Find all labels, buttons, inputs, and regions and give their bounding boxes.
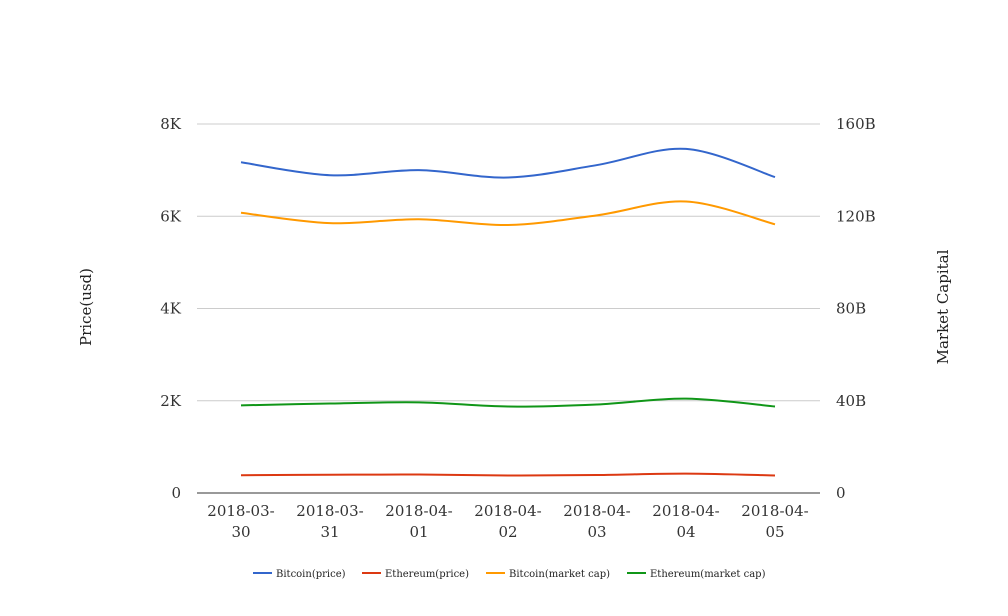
data-point-bitcoin-price: [240, 161, 242, 163]
x-tick-label-line: 2018-03-: [296, 502, 363, 520]
x-tick-label-line: 02: [498, 523, 517, 541]
y-left-tick-label: 4K: [160, 300, 182, 318]
data-point-bitcoin-price: [329, 174, 331, 176]
x-tick-label: 2018-04- 01: [385, 502, 452, 541]
series-line-bitcoin-price: [240, 147, 776, 179]
legend-label-bitcoin-price: Bitcoin(price): [276, 569, 346, 580]
y-right-tick-label: 0: [836, 484, 846, 502]
data-point-ethereum-price: [507, 474, 509, 476]
data-point-ethereum-market-cap: [507, 406, 509, 408]
data-point-ethereum-market-cap: [240, 404, 242, 406]
data-point-bitcoin-market-cap: [774, 223, 776, 225]
series-layer: [240, 147, 776, 477]
y-axis-left-title: Price(usd): [77, 268, 95, 346]
x-tick-label-line: 04: [676, 523, 695, 541]
data-point-bitcoin-market-cap: [507, 224, 509, 226]
x-tick-label: 2018-04- 02: [474, 502, 541, 541]
y-right-tick-label: 120B: [836, 207, 876, 225]
y-right-tick-label: 160B: [836, 115, 876, 133]
series-line-ethereum-market-cap: [240, 397, 776, 408]
axes: 02K4K6K8K040B80B120B160B2018-03-302018-0…: [160, 115, 875, 541]
x-tick-label: 2018-04- 04: [652, 502, 719, 541]
x-tick-label-line: 30: [231, 523, 250, 541]
x-tick-label-line: 2018-04-: [385, 502, 452, 520]
x-tick-label-line: 2018-04-: [741, 502, 808, 520]
data-point-bitcoin-market-cap: [596, 214, 598, 216]
data-point-bitcoin-price: [507, 177, 509, 179]
series-line-bitcoin-market-cap: [240, 200, 776, 227]
data-point-ethereum-market-cap: [685, 398, 687, 400]
legend: Bitcoin(price) Ethereum(price) Bitcoin(mar…: [253, 569, 766, 580]
legend-label-ethereum-market-cap: Ethereum(market cap): [650, 569, 766, 580]
x-tick-label-line: 05: [765, 523, 784, 541]
data-point-ethereum-price: [596, 474, 598, 476]
y-left-tick-label: 2K: [160, 392, 182, 410]
data-point-bitcoin-market-cap: [329, 222, 331, 224]
y-right-tick-label: 80B: [836, 300, 866, 318]
data-point-bitcoin-price: [596, 164, 598, 166]
data-point-bitcoin-price: [418, 169, 420, 171]
x-tick-label-line: 2018-04-: [474, 502, 541, 520]
gridlines: [197, 123, 820, 402]
y-axis-right-title: Market Capital: [934, 249, 952, 364]
data-point-ethereum-price: [685, 473, 687, 475]
x-tick-label-line: 03: [587, 523, 606, 541]
data-point-ethereum-price: [240, 474, 242, 476]
data-point-bitcoin-market-cap: [418, 218, 420, 220]
data-point-ethereum-price: [418, 474, 420, 476]
x-tick-label: 2018-04- 03: [563, 502, 630, 541]
x-tick-label: 2018-04- 05: [741, 502, 808, 541]
y-left-tick-label: 8K: [160, 115, 182, 133]
x-tick-label-line: 2018-04-: [563, 502, 630, 520]
x-tick-label: 2018-03- 31: [296, 502, 363, 541]
y-left-tick-label: 0: [171, 484, 181, 502]
data-point-bitcoin-price: [774, 176, 776, 178]
x-tick-label-line: 31: [320, 523, 339, 541]
y-left-tick-label: 6K: [160, 207, 182, 225]
data-point-bitcoin-market-cap: [685, 200, 687, 202]
data-point-ethereum-market-cap: [329, 403, 331, 405]
legend-label-ethereum-price: Ethereum(price): [385, 569, 469, 580]
data-point-ethereum-market-cap: [418, 401, 420, 403]
data-point-ethereum-market-cap: [596, 403, 598, 405]
x-tick-label-line: 01: [409, 523, 428, 541]
data-point-ethereum-price: [774, 474, 776, 476]
x-tick-label-line: 2018-03-: [207, 502, 274, 520]
series-line-ethereum-price: [240, 472, 776, 477]
data-point-ethereum-market-cap: [774, 406, 776, 408]
x-tick-label: 2018-03- 30: [207, 502, 274, 541]
data-point-bitcoin-market-cap: [240, 212, 242, 214]
x-tick-label-line: 2018-04-: [652, 502, 719, 520]
y-right-tick-label: 40B: [836, 392, 866, 410]
legend-label-bitcoin-market-cap: Bitcoin(market cap): [509, 569, 610, 580]
data-point-bitcoin-price: [685, 148, 687, 150]
data-point-ethereum-price: [329, 474, 331, 476]
